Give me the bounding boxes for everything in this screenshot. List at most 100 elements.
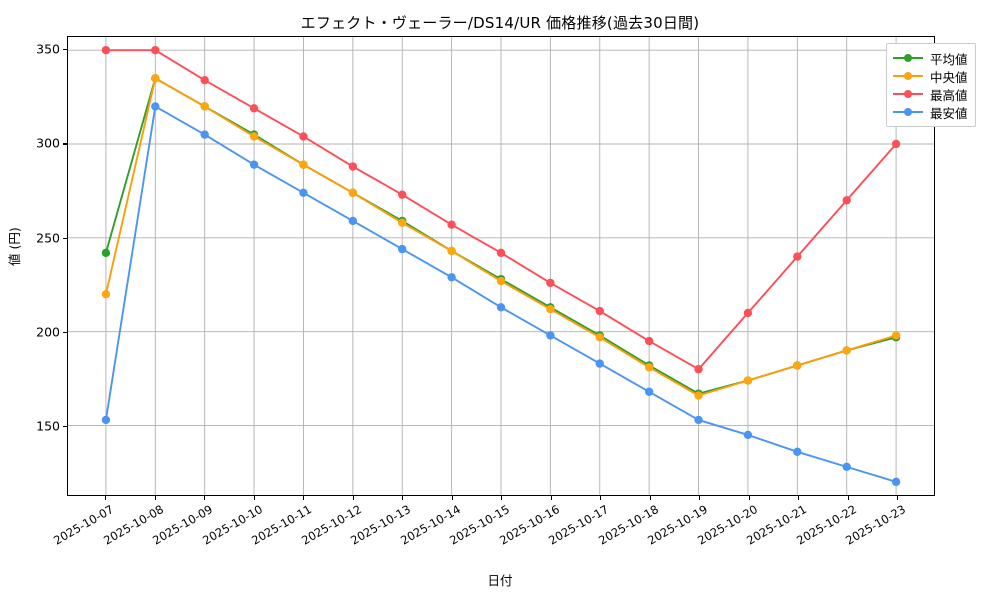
data-point [348,162,358,171]
data-point [694,415,703,425]
legend-label: 平均値 [930,51,968,67]
x-axis-tick-mark [154,496,156,500]
y-axis-tick-marks [63,36,68,496]
data-point [546,331,555,340]
data-point [644,336,654,346]
data-series-layer [101,45,901,487]
legend-item-最安値[interactable]: 最安値 [893,103,968,121]
series-中央値 [101,74,901,400]
data-point [200,75,209,85]
data-point [496,303,506,312]
x-axis-tick-mark [501,496,503,500]
y-axis-tick-mark [63,331,67,334]
data-point [151,45,160,55]
legend-swatch-icon [893,69,923,83]
x-axis-tick-mark [798,496,800,500]
x-axis-tick-mark [253,496,255,500]
y-axis-tick-labels: 150 200 250 300 350 [12,36,60,496]
data-point [595,333,604,342]
x-axis-tick-mark [550,496,552,500]
y-axis-tick-label: 200 [36,324,60,340]
y-axis-tick-label: 300 [36,135,60,151]
data-point [299,188,308,197]
data-point [447,273,456,282]
data-point [101,45,111,55]
data-point [546,278,555,288]
data-point [249,132,259,141]
data-point [694,391,703,400]
data-point [200,102,209,111]
data-point [743,376,753,385]
plot-area [67,36,935,496]
data-point [496,276,506,286]
y-axis-tick-label: 350 [36,41,60,57]
data-point [151,74,160,83]
data-point [891,477,901,487]
data-point [546,304,555,314]
data-point [398,218,407,228]
x-axis-tick-mark [600,496,602,500]
data-point [447,246,456,256]
legend-label: 最高値 [930,87,968,103]
data-point [496,248,506,258]
data-point [644,363,654,372]
x-axis-tick-mark [847,496,849,500]
legend-label: 中央値 [930,69,968,85]
x-axis-tick-mark [105,496,107,500]
x-axis-tick-mark [451,496,453,500]
chart-legend: 平均値中央値最高値最安値 [886,43,976,127]
data-point [299,160,308,169]
legend-label: 最安値 [930,105,968,121]
legend-item-中央値[interactable]: 中央値 [893,67,968,85]
data-point [249,104,259,113]
data-point [348,188,358,197]
data-point [793,252,802,261]
chart-title: エフェクト・ヴェーラー/DS14/UR 価格推移(過去30日間) [300,14,700,32]
data-point [101,248,111,258]
data-point [101,415,111,425]
x-axis-tick-mark [897,496,899,500]
data-point [842,462,851,472]
data-point [595,306,604,316]
y-axis-tick-mark [63,426,67,428]
data-point [644,387,654,396]
data-point [200,130,209,139]
y-axis-tick-mark [63,143,67,145]
x-axis-tick-mark [748,496,750,500]
data-point [842,346,851,355]
x-axis-tick-mark [204,496,206,500]
data-point [743,308,753,318]
data-point [595,359,604,368]
legend-item-最高値[interactable]: 最高値 [893,85,968,103]
x-axis-tick-labels: 2025-10-07 2025-10-08 2025-10-09 2025-10-10… [51,502,935,564]
series-最安値 [101,102,901,487]
y-axis-tick-mark [63,237,67,239]
x-axis-tick-mark [402,496,404,500]
legend-swatch-icon [893,105,923,119]
data-point [348,216,358,226]
data-point [398,244,407,254]
legend-item-平均値[interactable]: 平均値 [893,49,968,67]
data-point [249,160,259,169]
y-axis-tick-label: 250 [36,230,60,246]
series-平均値 [101,74,901,398]
data-point [299,132,308,141]
data-point [842,196,851,205]
data-point [101,289,111,299]
x-axis-tick-mark [352,496,354,500]
data-point [447,220,456,229]
legend-swatch-icon [893,51,923,65]
data-point [398,190,407,199]
y-axis-tick-mark [63,49,67,51]
data-point [891,331,901,340]
data-point [793,447,802,457]
x-axis-tick-marks [67,496,935,501]
data-point [891,139,901,149]
data-point [151,102,160,111]
y-axis-tick-label: 150 [36,418,60,434]
x-axis-tick-mark [699,496,701,500]
legend-swatch-icon [893,87,923,101]
series-最高値 [101,45,901,374]
x-axis-tick-mark [649,496,651,500]
